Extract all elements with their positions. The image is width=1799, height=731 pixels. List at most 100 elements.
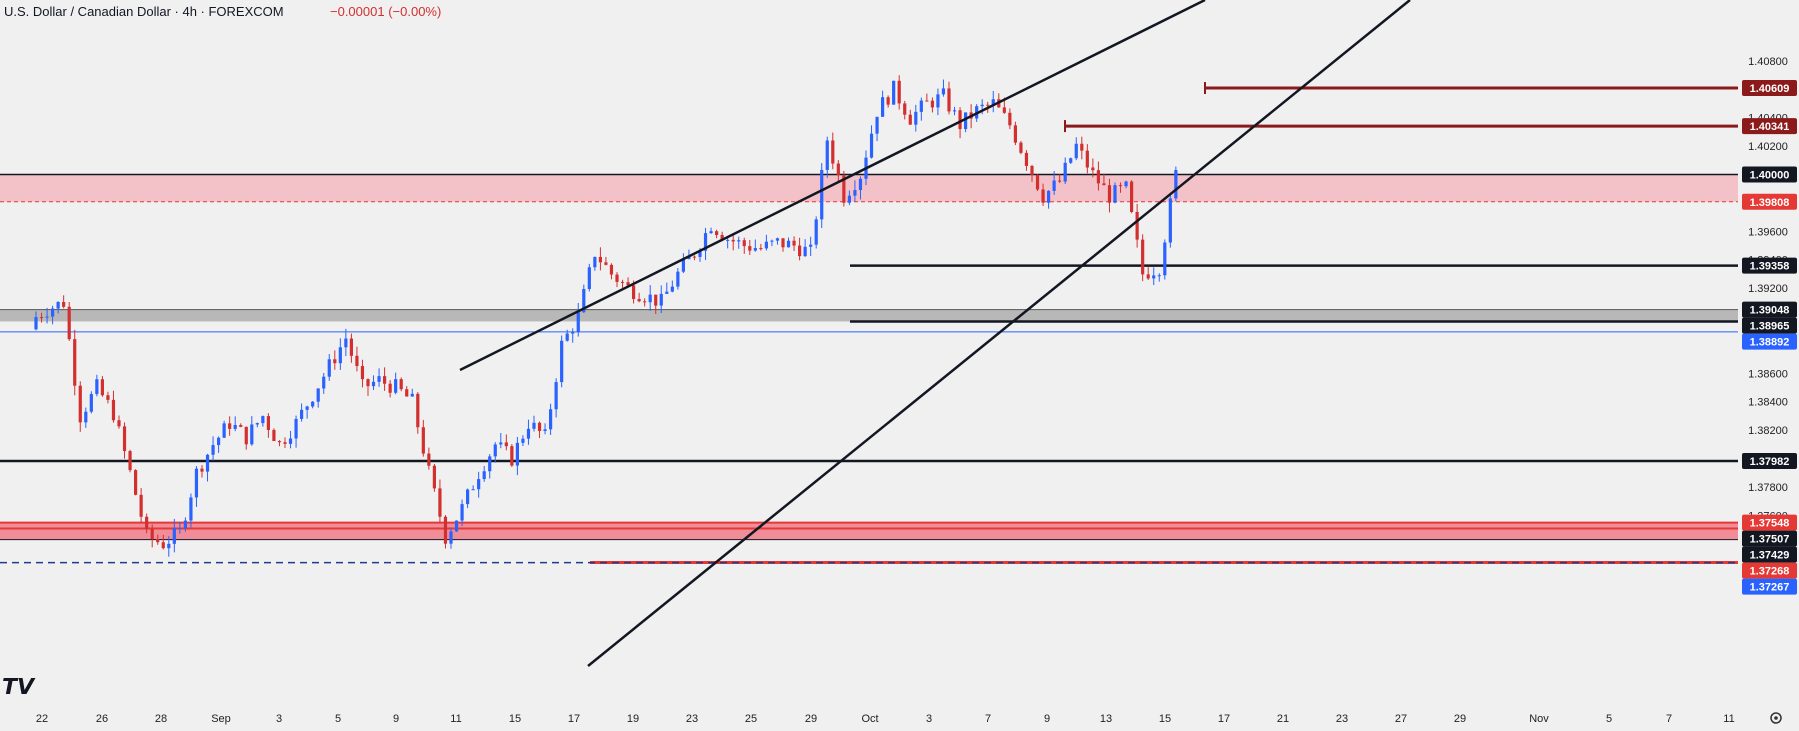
candle-body <box>637 298 641 302</box>
price-tick-label: 1.38200 <box>1748 425 1788 437</box>
candle-body <box>781 238 785 248</box>
time-tick-label: 11 <box>450 713 461 725</box>
candles-layer <box>34 75 1178 557</box>
candle-body <box>571 332 575 334</box>
time-tick-label: 23 <box>686 713 698 725</box>
upper-trendline[interactable] <box>459 0 1206 372</box>
candle-body <box>842 175 846 203</box>
candle-body <box>156 539 160 543</box>
price-badge-label: 1.37429 <box>1750 550 1790 562</box>
candle-body <box>488 456 492 472</box>
candle-body <box>294 418 298 439</box>
time-tick-label: 9 <box>1044 713 1050 725</box>
candle-body <box>255 423 259 425</box>
candle-body <box>632 285 636 299</box>
time-tick-label: 29 <box>1454 713 1466 725</box>
candle-body <box>34 317 38 330</box>
price-badge <box>1742 257 1797 274</box>
time-tick-label: 17 <box>568 713 580 725</box>
candle-body <box>394 379 398 393</box>
price-tick-label: 1.38600 <box>1748 368 1788 380</box>
candle-body <box>925 100 929 102</box>
price-badge-label: 1.39808 <box>1750 197 1790 209</box>
time-tick-label: 22 <box>36 713 48 725</box>
price-badge <box>1742 546 1797 563</box>
candle-body <box>1019 142 1023 153</box>
candle-body <box>45 316 49 318</box>
price-badge <box>1742 562 1797 579</box>
candle-body <box>338 347 342 364</box>
candle-body <box>836 163 840 176</box>
candle-body <box>853 190 857 196</box>
candle-body <box>1096 170 1100 184</box>
candle-body <box>62 301 66 307</box>
candle-body <box>95 379 99 395</box>
candle-body <box>753 248 757 251</box>
price-badge-label: 1.37982 <box>1750 456 1790 468</box>
price-badge <box>1742 530 1797 547</box>
candle-body <box>233 425 237 429</box>
candle-body <box>670 286 674 292</box>
candle-body <box>167 543 171 549</box>
time-tick-label: 17 <box>1218 713 1230 725</box>
candle-body <box>814 219 818 245</box>
candle-body <box>366 379 370 387</box>
candle-body <box>405 389 409 397</box>
candle-body <box>322 376 326 389</box>
price-badge-label: 1.40000 <box>1750 170 1790 182</box>
candle-body <box>183 520 187 529</box>
candle-body <box>676 271 680 287</box>
candle-body <box>421 427 425 454</box>
candle-body <box>427 453 431 466</box>
candle-body <box>703 233 708 251</box>
level-lines-layer <box>0 82 1738 564</box>
candle-body <box>737 240 741 242</box>
candle-body <box>930 100 934 108</box>
candle-body <box>654 294 658 306</box>
time-tick-label: 26 <box>96 713 108 725</box>
candle-body <box>477 479 481 490</box>
candle-body <box>515 442 519 466</box>
price-badge-label: 1.38965 <box>1750 321 1790 333</box>
time-axis[interactable] <box>0 703 1738 731</box>
candle-body <box>78 385 82 423</box>
candle-body <box>504 442 508 447</box>
trendlines-layer[interactable] <box>459 0 1411 667</box>
time-tick-label: Oct <box>861 713 878 725</box>
candle-body <box>980 104 984 107</box>
candle-body <box>1163 242 1167 276</box>
candle-body <box>355 355 359 367</box>
candle-body <box>139 494 143 517</box>
candle-body <box>499 442 503 445</box>
settings-gear-icon[interactable] <box>1770 712 1782 724</box>
price-badge <box>1742 578 1797 595</box>
candle-body <box>1135 211 1139 240</box>
candle-body <box>1069 158 1073 163</box>
price-badge <box>1742 453 1797 470</box>
candle-body <box>897 80 901 104</box>
price-change: −0.00001 (−0.00%) <box>330 4 441 19</box>
price-badge-label: 1.37548 <box>1750 518 1790 530</box>
time-tick-label: 3 <box>926 713 932 725</box>
candle-body <box>288 438 293 444</box>
candle-body <box>1030 165 1034 175</box>
candle-body <box>316 388 320 402</box>
candle-body <box>122 426 127 452</box>
candle-body <box>1118 185 1123 187</box>
price-badge <box>1742 333 1797 350</box>
candle-body <box>222 423 226 438</box>
candle-body <box>549 409 553 430</box>
support-zone <box>0 309 1738 322</box>
candle-body <box>100 379 104 396</box>
candle-body <box>820 169 824 220</box>
candle-body <box>759 248 763 250</box>
candle-body <box>698 250 702 257</box>
price-axis[interactable] <box>1738 0 1799 731</box>
tradingview-logo-icon[interactable]: 𝙏𝙑 <box>2 674 36 699</box>
price-tick-label: 1.39600 <box>1748 226 1788 238</box>
lower-trendline[interactable] <box>587 0 1411 667</box>
candle-body <box>692 256 697 258</box>
candle-body <box>56 301 60 309</box>
